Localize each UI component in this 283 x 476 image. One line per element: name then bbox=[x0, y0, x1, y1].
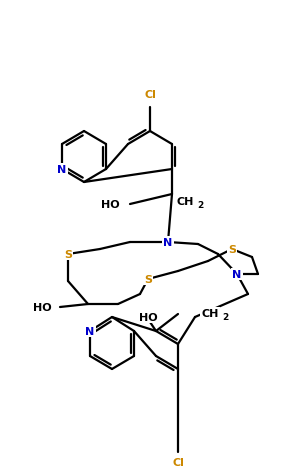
Text: CH: CH bbox=[176, 197, 194, 207]
Text: N: N bbox=[85, 327, 95, 336]
Text: S: S bbox=[144, 275, 152, 284]
Text: Cl: Cl bbox=[172, 457, 184, 467]
Text: Cl: Cl bbox=[144, 90, 156, 100]
Text: N: N bbox=[57, 165, 67, 175]
Text: N: N bbox=[163, 238, 173, 248]
Text: S: S bbox=[228, 245, 236, 255]
Text: S: S bbox=[64, 249, 72, 259]
Text: HO: HO bbox=[101, 199, 119, 209]
Text: N: N bbox=[232, 269, 242, 279]
Text: CH: CH bbox=[201, 308, 219, 318]
Text: HO: HO bbox=[139, 312, 157, 322]
Text: HO: HO bbox=[33, 302, 51, 312]
Text: 2: 2 bbox=[222, 312, 228, 321]
Text: 2: 2 bbox=[197, 200, 203, 209]
